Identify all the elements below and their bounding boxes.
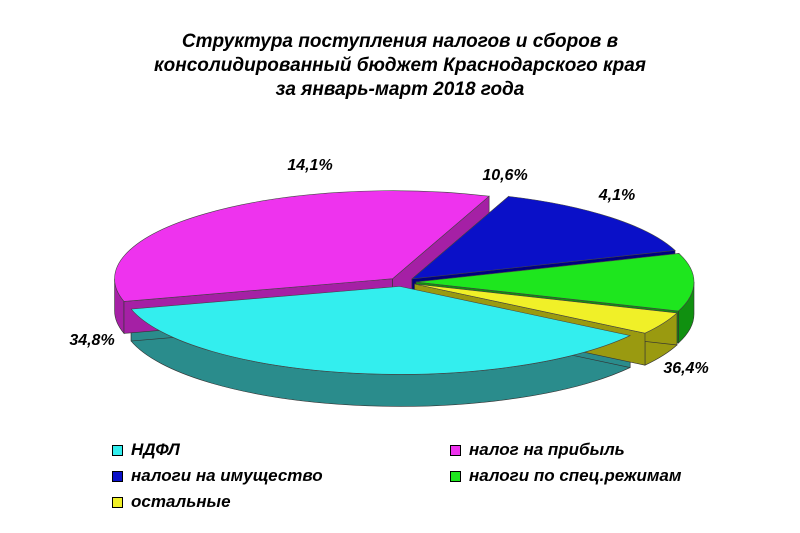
- slice-property-tax: [411, 196, 676, 280]
- data-label-profit-tax: 34,8%: [69, 332, 114, 349]
- chart-title-line-2: консолидированный бюджет Краснодарского …: [154, 55, 646, 76]
- data-label-other: 4,1%: [598, 187, 635, 204]
- slice-ndfl: [130, 286, 632, 375]
- slice-other: [414, 283, 678, 334]
- slice-special-regimes: [415, 253, 695, 312]
- slice-profit-tax: [114, 190, 490, 302]
- data-label-special-regimes: 10,6%: [482, 167, 527, 184]
- chart-title-line-3: за январь-март 2018 года: [275, 79, 525, 100]
- data-label-ndfl: 36,4%: [663, 360, 708, 377]
- pie-tops: [114, 190, 695, 375]
- chart-title: Структура поступления налогов и сборов в…: [0, 30, 800, 102]
- chart-title-line-1: Структура поступления налогов и сборов в: [181, 31, 619, 52]
- data-label-property-tax: 14,1%: [287, 157, 332, 174]
